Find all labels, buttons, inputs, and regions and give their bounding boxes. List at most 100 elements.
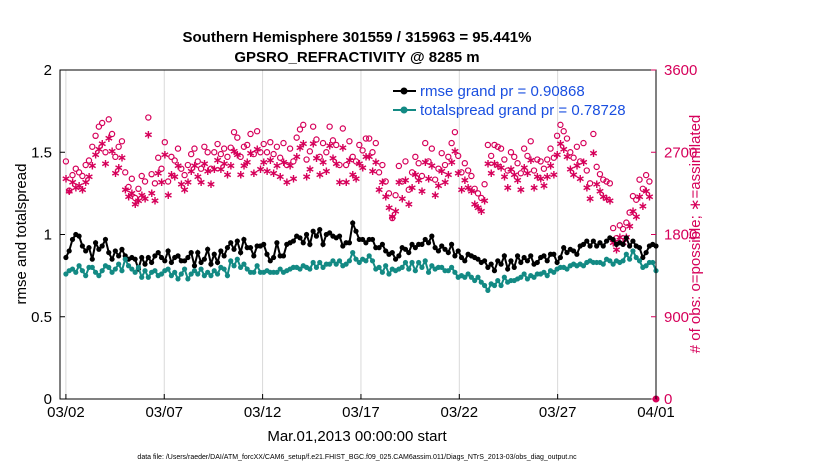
assimilated-obs-point: ∗: [97, 137, 107, 151]
assimilated-obs-point: ∗: [196, 175, 206, 189]
assimilated-obs-point: ∗: [506, 162, 516, 176]
possible-obs-point: [405, 186, 412, 193]
x-tick-label: 03/02: [47, 404, 85, 421]
possible-obs-point: [95, 123, 103, 130]
totalspread-point: [580, 263, 587, 269]
assimilated-obs-point: ∗: [176, 177, 186, 191]
possible-obs-point: [422, 139, 429, 147]
possible-obs-point: [115, 143, 122, 150]
rmse-point: [145, 254, 151, 261]
possible-obs-point: [537, 158, 544, 165]
rmse-point: [251, 253, 257, 259]
rmse-point: [528, 253, 534, 259]
rmse-point: [228, 240, 234, 246]
rmse-point: [112, 248, 118, 254]
y2-axis-label: # of obs: o=possible; ∗=assimilated: [687, 115, 704, 354]
legend-rmse-label: rmse grand pr = 0.90868: [420, 83, 585, 100]
assimilated-obs-point: ∗: [222, 168, 232, 182]
possible-obs-point: [418, 172, 426, 180]
possible-obs-point: [478, 194, 485, 202]
assimilated-obs-point: ∗: [236, 168, 246, 182]
assimilated-obs-point: ∗: [255, 162, 265, 176]
rmse-point: [505, 266, 511, 272]
rmse-point: [445, 249, 451, 256]
assimilated-obs-point: ∗: [384, 201, 394, 215]
assimilated-obs-point: ∗: [483, 157, 493, 171]
rmse-point: [317, 226, 323, 233]
legend-spread-marker: [400, 106, 408, 114]
possible-obs-point: [514, 160, 521, 167]
totalspread-point: [168, 273, 174, 279]
assimilated-obs-point: ∗: [344, 153, 354, 167]
assimilated-obs-point: ∗: [631, 210, 641, 224]
totalspread-point: [412, 268, 418, 274]
assimilated-obs-point: ∗: [114, 160, 124, 174]
assimilated-obs-point: ∗: [519, 160, 529, 174]
rmse-point: [554, 259, 560, 266]
rmse-point: [297, 235, 303, 241]
totalspread-point: [343, 261, 349, 267]
totalspread-point: [116, 261, 122, 267]
chart-subtitle: GPSRO_REFRACTIVITY @ 8285 m: [234, 49, 479, 66]
totalspread-point: [307, 266, 313, 272]
totalspread-point: [439, 264, 445, 270]
totalspread-point: [297, 266, 303, 272]
assimilated-obs-point: ∗: [229, 144, 239, 158]
rmse-point: [636, 245, 643, 251]
totalspread-point: [402, 259, 409, 266]
totalspread-point: [472, 277, 478, 284]
rmse-point: [620, 241, 626, 247]
possible-obs-point: [296, 126, 304, 133]
assimilated-obs-point: ∗: [394, 175, 404, 189]
rmse-point: [208, 261, 214, 267]
totalspread-point: [383, 263, 389, 269]
assimilated-obs-point: ∗: [124, 190, 134, 204]
assimilated-obs-point: ∗: [387, 210, 397, 224]
possible-obs-point: [336, 161, 343, 169]
rmse-point: [524, 258, 531, 264]
possible-obs-point: [573, 143, 581, 150]
totalspread-point: [178, 271, 184, 277]
rmse-point: [623, 235, 629, 241]
possible-obs-point: [230, 128, 238, 136]
possible-obs-point: [286, 145, 294, 152]
totalspread-point: [320, 264, 326, 270]
rmse-point: [307, 241, 313, 247]
possible-obs-point: [253, 128, 261, 135]
rmse-point: [198, 259, 204, 266]
possible-obs-point: [135, 185, 142, 193]
assimilated-obs-point: ∗: [338, 140, 348, 154]
possible-obs-point: [415, 160, 422, 167]
assimilated-obs-point: ∗: [625, 219, 635, 233]
assimilated-obs-point: ∗: [611, 243, 621, 257]
possible-obs-point: [445, 153, 452, 161]
possible-obs-point: [375, 169, 383, 176]
possible-obs-point: [616, 222, 623, 229]
assimilated-obs-point: ∗: [232, 148, 242, 162]
rmse-point: [376, 245, 382, 251]
possible-obs-point: [600, 176, 607, 183]
assimilated-obs-point: ∗: [67, 175, 77, 189]
assimilated-obs-point: ∗: [325, 138, 335, 152]
assimilated-obs-point: ∗: [473, 201, 483, 215]
assimilated-obs-point: ∗: [486, 166, 496, 180]
possible-obs-point: [244, 141, 251, 149]
totalspread-point: [452, 269, 458, 275]
possible-obs-point: [267, 138, 274, 146]
assimilated-obs-point: ∗: [628, 204, 638, 218]
assimilated-obs-point: ∗: [180, 182, 190, 196]
assimilated-obs-point: ∗: [569, 168, 579, 182]
possible-obs-point: [504, 167, 511, 174]
assimilated-obs-point: ∗: [64, 184, 74, 198]
possible-obs-point: [309, 123, 317, 130]
assimilated-obs-point: ∗: [203, 164, 213, 178]
y-axis-label: rmse and totalspread: [13, 164, 30, 305]
assimilated-obs-point: ∗: [308, 137, 318, 151]
possible-obs-point: [382, 178, 389, 185]
assimilated-obs-point: ∗: [189, 159, 199, 173]
assimilated-obs-point: ∗: [470, 197, 480, 211]
rmse-point: [132, 256, 138, 262]
assimilated-obs-point: ∗: [400, 173, 410, 187]
possible-obs-point: [207, 165, 215, 172]
totalspread-point: [122, 256, 128, 262]
